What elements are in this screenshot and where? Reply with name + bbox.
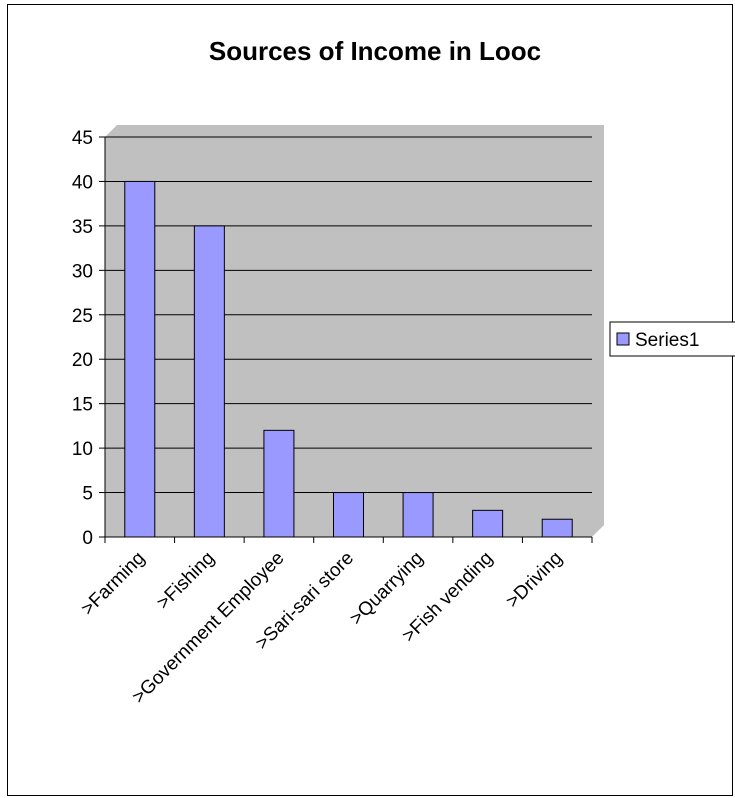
y-tick-label: 15 bbox=[72, 395, 93, 416]
bar bbox=[472, 509, 504, 538]
legend bbox=[609, 321, 735, 357]
legend-label: Series1 bbox=[635, 330, 699, 351]
legend-swatch bbox=[616, 332, 630, 346]
y-tick-label: 25 bbox=[72, 306, 93, 327]
y-tick-label: 35 bbox=[72, 217, 93, 238]
bar bbox=[402, 492, 434, 538]
x-category-label: >Driving bbox=[502, 548, 567, 613]
bar bbox=[193, 225, 225, 538]
y-tick-label: 45 bbox=[72, 128, 93, 149]
y-tick-label: 5 bbox=[82, 484, 93, 505]
bar bbox=[263, 429, 295, 538]
y-tick-label: 10 bbox=[72, 439, 93, 460]
y-tick-label: 0 bbox=[82, 528, 93, 549]
bar bbox=[124, 180, 156, 538]
x-category-label: >Farming bbox=[77, 548, 149, 620]
y-tick-label: 30 bbox=[72, 261, 93, 282]
y-tick-label: 40 bbox=[72, 172, 93, 193]
chart-title: Sources of Income in Looc bbox=[208, 36, 542, 66]
bar bbox=[541, 518, 573, 538]
x-category-label: >Fishing bbox=[153, 548, 219, 614]
plot-area bbox=[105, 137, 592, 537]
bar bbox=[333, 492, 364, 538]
y-tick-label: 20 bbox=[72, 350, 93, 371]
